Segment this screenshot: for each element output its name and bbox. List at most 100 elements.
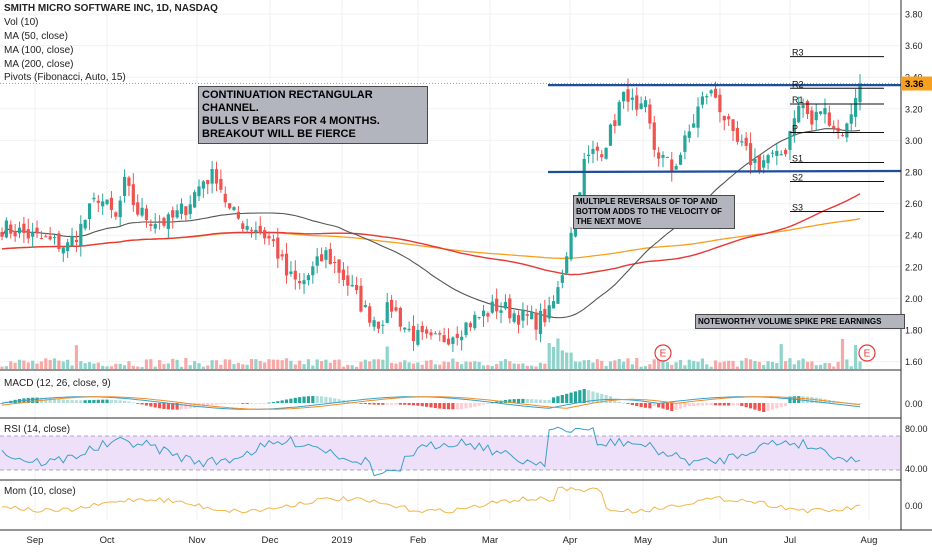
macd-signal-line[interactable] — [1, 396, 861, 410]
candle[interactable] — [805, 101, 810, 114]
candle[interactable] — [770, 152, 775, 154]
candle[interactable] — [114, 212, 118, 217]
candle[interactable] — [420, 325, 424, 333]
candle[interactable] — [144, 208, 149, 220]
candle[interactable] — [486, 313, 490, 317]
mom-legend[interactable]: Mom (10, close) — [4, 486, 76, 497]
candle[interactable] — [306, 275, 311, 281]
candle[interactable] — [591, 148, 595, 154]
candle[interactable] — [468, 323, 472, 328]
candle[interactable] — [762, 160, 766, 168]
candle[interactable] — [464, 322, 468, 336]
legend-ma200[interactable]: MA (200, close) — [4, 59, 74, 70]
candle[interactable] — [122, 176, 127, 196]
candle[interactable] — [696, 106, 700, 128]
candle[interactable] — [775, 150, 779, 156]
ma50-line[interactable] — [1, 128, 861, 319]
candle[interactable] — [328, 248, 332, 265]
macd-legend[interactable]: MACD (12, 26, close, 9) — [4, 378, 111, 389]
candle[interactable] — [70, 236, 74, 247]
candle[interactable] — [171, 210, 175, 218]
candle[interactable] — [363, 304, 367, 308]
candle[interactable] — [823, 107, 827, 115]
candle[interactable] — [657, 152, 661, 159]
price-axis[interactable] — [901, 0, 932, 550]
candle[interactable] — [4, 220, 8, 238]
candle[interactable] — [201, 181, 205, 189]
candle[interactable] — [175, 210, 179, 218]
candle[interactable] — [293, 270, 297, 280]
candle[interactable] — [622, 91, 626, 102]
candle[interactable] — [670, 159, 674, 171]
candle[interactable] — [810, 110, 814, 125]
candle[interactable] — [516, 315, 521, 325]
candle[interactable] — [52, 237, 57, 239]
candle[interactable] — [827, 112, 831, 126]
volume-note[interactable]: NOTEWORTHY VOLUME SPIKE PRE EARNINGS — [695, 314, 905, 329]
earnings-marker[interactable] — [654, 344, 672, 362]
candle[interactable] — [214, 169, 219, 184]
rsi-legend[interactable]: RSI (14, close) — [4, 424, 71, 435]
candle[interactable] — [44, 236, 48, 238]
candle[interactable] — [586, 154, 591, 157]
candle[interactable] — [490, 301, 494, 313]
candle[interactable] — [284, 253, 289, 276]
candle[interactable] — [407, 328, 411, 331]
candle[interactable] — [438, 332, 442, 335]
candle[interactable] — [350, 284, 354, 287]
candle[interactable] — [674, 165, 678, 170]
candle[interactable] — [219, 178, 223, 190]
candle[interactable] — [495, 298, 499, 312]
candle[interactable] — [48, 236, 52, 240]
candle[interactable] — [0, 232, 4, 237]
candle[interactable] — [683, 135, 687, 152]
candle[interactable] — [525, 314, 529, 316]
candle[interactable] — [797, 105, 801, 123]
candle[interactable] — [455, 333, 459, 339]
candle[interactable] — [92, 197, 96, 200]
candle[interactable] — [543, 309, 547, 323]
candle[interactable] — [131, 184, 135, 205]
candle[interactable] — [245, 225, 249, 230]
candle[interactable] — [661, 155, 665, 158]
candle[interactable] — [153, 224, 157, 229]
candle[interactable] — [635, 95, 639, 110]
candle[interactable] — [530, 311, 534, 320]
candle[interactable] — [731, 119, 735, 132]
candle[interactable] — [17, 227, 22, 234]
candle[interactable] — [801, 105, 805, 108]
candle[interactable] — [337, 259, 341, 273]
legend-pivots[interactable]: Pivots (Fibonacci, Auto, 15) — [4, 72, 126, 83]
candle[interactable] — [249, 229, 254, 231]
candle[interactable] — [639, 103, 643, 109]
candle[interactable] — [744, 137, 748, 146]
candle[interactable] — [748, 143, 753, 166]
candle[interactable] — [188, 204, 192, 215]
candle[interactable] — [569, 232, 573, 260]
candle[interactable] — [228, 203, 232, 209]
candle[interactable] — [302, 280, 306, 285]
candle[interactable] — [442, 335, 446, 343]
candle[interactable] — [87, 203, 92, 220]
candle[interactable] — [845, 123, 849, 138]
legend-ma100[interactable]: MA (100, close) — [4, 45, 74, 56]
channel-note[interactable]: CONTINUATION RECTANGULAR CHANNEL. BULLS … — [198, 86, 428, 144]
candle[interactable] — [166, 214, 170, 229]
candle[interactable] — [368, 306, 372, 323]
candle[interactable] — [783, 149, 788, 155]
candle[interactable] — [223, 193, 227, 203]
candle[interactable] — [460, 336, 464, 341]
candle[interactable] — [560, 275, 564, 283]
candle[interactable] — [709, 90, 713, 94]
candle[interactable] — [604, 147, 608, 159]
candle[interactable] — [832, 125, 836, 129]
legend-vol[interactable]: Vol (10) — [4, 17, 39, 28]
candle[interactable] — [341, 269, 346, 281]
momentum-line[interactable] — [1, 486, 861, 514]
candle[interactable] — [162, 217, 166, 226]
candle[interactable] — [652, 122, 656, 150]
candle[interactable] — [57, 233, 61, 250]
candle[interactable] — [547, 305, 551, 319]
candle[interactable] — [140, 207, 144, 216]
candle[interactable] — [241, 223, 245, 229]
